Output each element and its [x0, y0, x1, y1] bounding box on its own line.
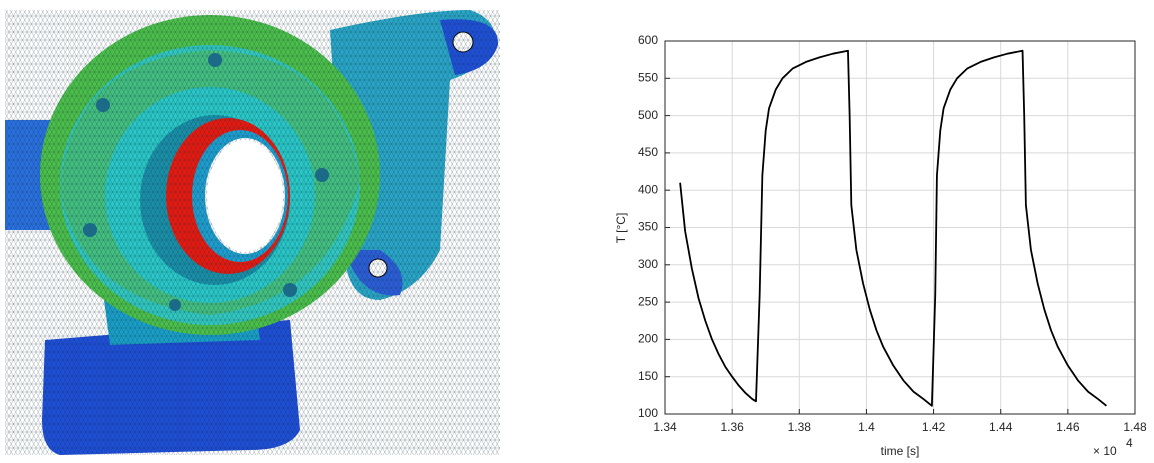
- y-tick-label: 500: [638, 108, 658, 122]
- x-multiplier: × 10: [1093, 444, 1117, 458]
- y-tick-label: 300: [638, 257, 658, 271]
- x-tick-label: 1.36: [720, 420, 744, 434]
- temperature-line: [679, 49, 1108, 407]
- y-tick-label: 100: [638, 406, 658, 420]
- mesh-model: [5, 10, 500, 455]
- x-exponent: 4: [1126, 436, 1133, 450]
- y-tick-label: 200: [638, 332, 658, 346]
- y-tick-label: 250: [638, 294, 658, 308]
- x-tick-label: 1.48: [1123, 420, 1147, 434]
- y-tick-label: 450: [638, 145, 658, 159]
- x-tick-label: 1.4: [858, 420, 875, 434]
- x-axis-label: time [s]: [881, 444, 920, 458]
- x-tick-label: 1.42: [922, 420, 946, 434]
- y-tick-label: 550: [638, 70, 658, 84]
- x-tick-label: 1.46: [1056, 420, 1080, 434]
- y-tick-label: 400: [638, 182, 658, 196]
- x-tick-label: 1.44: [989, 420, 1013, 434]
- x-tick-label: 1.34: [653, 420, 677, 434]
- axes-box: [664, 40, 1136, 415]
- y-axis-label: T [°C]: [614, 213, 628, 244]
- y-tick-label: 600: [638, 33, 658, 47]
- y-tick-label: 150: [638, 369, 658, 383]
- y-tick-label: 350: [638, 220, 658, 234]
- x-tick-label: 1.38: [788, 420, 812, 434]
